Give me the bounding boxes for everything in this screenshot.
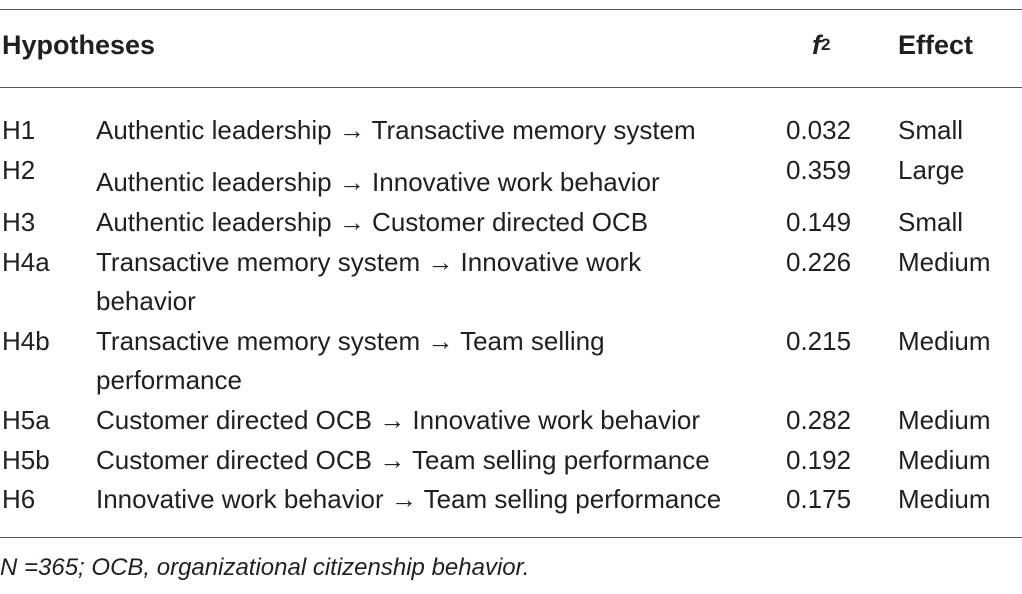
hypothesis-id: H4b [2, 326, 50, 356]
f2-value: 0.282 [786, 405, 852, 435]
header-f-exponent: 2 [821, 35, 831, 54]
hypothesis-text: Innovative work behavior → Team selling … [96, 484, 722, 514]
table-header-rule [0, 87, 1022, 88]
hypothesis-text: Authentic leadership → Innovative work b… [96, 167, 660, 197]
header-f-squared: f2 [812, 30, 830, 61]
header-f-symbol: f [812, 30, 821, 60]
hypothesis-id: H3 [2, 207, 36, 237]
hypothesis-text: Customer directed OCB → Team selling per… [96, 445, 710, 475]
hypothesis-text: Authentic leadership → Customer directed… [96, 207, 649, 237]
table-footnote: N =365; OCB, organizational citizenship … [0, 554, 530, 581]
hypothesis-text: Transactive memory system → Team selling… [96, 326, 605, 395]
hypothesis-text: Authentic leadership → Transactive memor… [96, 115, 696, 145]
hypothesis-text: Transactive memory system → Innovative w… [96, 247, 642, 316]
effect-size: Large [898, 155, 965, 185]
f2-value: 0.359 [786, 155, 852, 185]
f2-value: 0.149 [786, 207, 852, 237]
hypothesis-id: H5a [2, 405, 50, 435]
effect-size: Medium [898, 247, 991, 277]
table-top-rule [0, 9, 1022, 10]
effect-size: Medium [898, 484, 991, 514]
hypothesis-id: H4a [2, 247, 50, 277]
effect-size: Small [898, 115, 964, 145]
table-header: Hypotheses f2 Effect [0, 30, 1022, 70]
f2-value: 0.226 [786, 247, 852, 277]
hypothesis-id: H2 [2, 155, 36, 185]
effect-size: Medium [898, 405, 991, 435]
f2-value: 0.215 [786, 326, 852, 356]
header-hypotheses: Hypotheses [2, 30, 156, 60]
f2-value: 0.175 [786, 484, 852, 514]
f2-value: 0.032 [786, 115, 852, 145]
effect-size: Medium [898, 326, 991, 356]
effect-size: Small [898, 207, 964, 237]
hypothesis-id: H5b [2, 445, 50, 475]
table-bottom-rule [0, 537, 1022, 538]
hypothesis-text: Customer directed OCB → Innovative work … [96, 405, 701, 435]
hypothesis-id: H6 [2, 484, 36, 514]
hypothesis-id: H1 [2, 115, 36, 145]
f2-value: 0.192 [786, 445, 852, 475]
effect-size: Medium [898, 445, 991, 475]
header-effect: Effect [898, 30, 974, 60]
